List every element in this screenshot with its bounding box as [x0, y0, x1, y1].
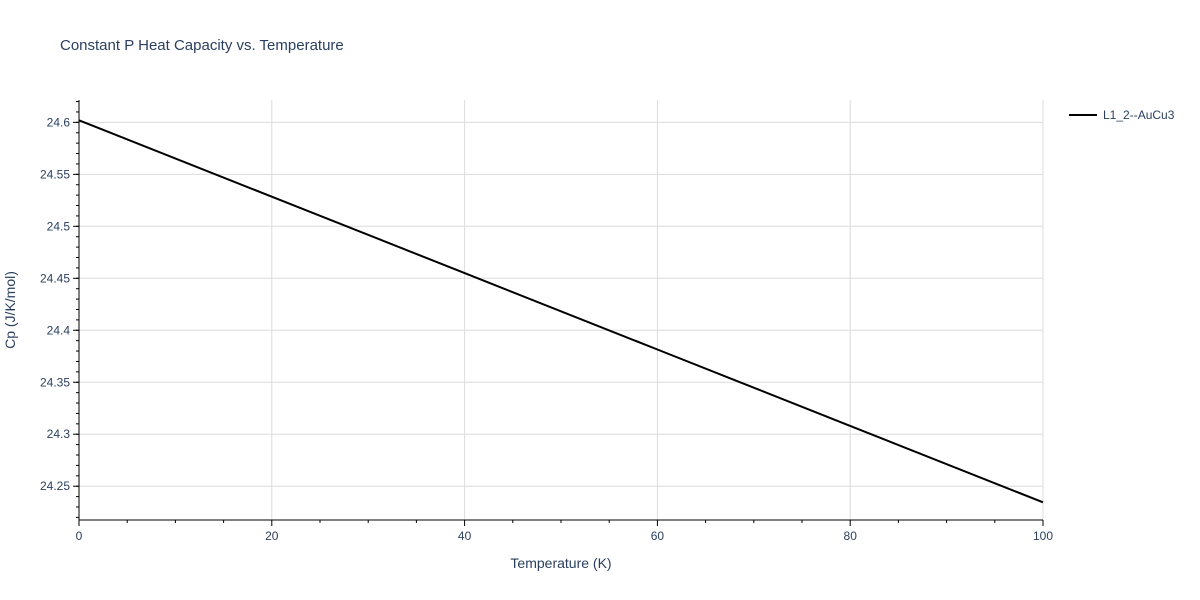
y-tick-label: 24.3 [47, 427, 71, 441]
series-line[interactable] [78, 119, 1044, 504]
y-tick-label: 24.25 [40, 479, 70, 493]
legend-label[interactable]: L1_2--AuCu3 [1103, 108, 1175, 122]
y-tick-label: 24.45 [40, 271, 70, 285]
x-tick-label: 60 [651, 529, 665, 543]
x-tick-label: 20 [265, 529, 279, 543]
y-tick-label: 24.4 [47, 323, 71, 337]
x-tick-label: 80 [844, 529, 858, 543]
y-tick-label: 24.55 [40, 167, 70, 181]
grid [79, 100, 1044, 520]
y-tick-label: 24.6 [47, 115, 71, 129]
x-tick-label: 40 [458, 529, 472, 543]
axes: 0 20 40 60 80 100 24.25 24.3 24.35 24.4 24.45 24.5 2… [40, 100, 1053, 543]
legend[interactable]: L1_2--AuCu3 [1069, 108, 1175, 122]
y-axis-title: Cp (J/K/mol) [2, 271, 18, 349]
series-layer [78, 119, 1044, 504]
y-tick-label: 24.5 [47, 219, 71, 233]
x-tick-label: 100 [1033, 529, 1053, 543]
x-tick-label: 0 [76, 529, 83, 543]
x-axis-title: Temperature (K) [510, 555, 611, 571]
chart-title: Constant P Heat Capacity vs. Temperature [60, 37, 344, 54]
y-tick-label: 24.35 [40, 375, 70, 389]
